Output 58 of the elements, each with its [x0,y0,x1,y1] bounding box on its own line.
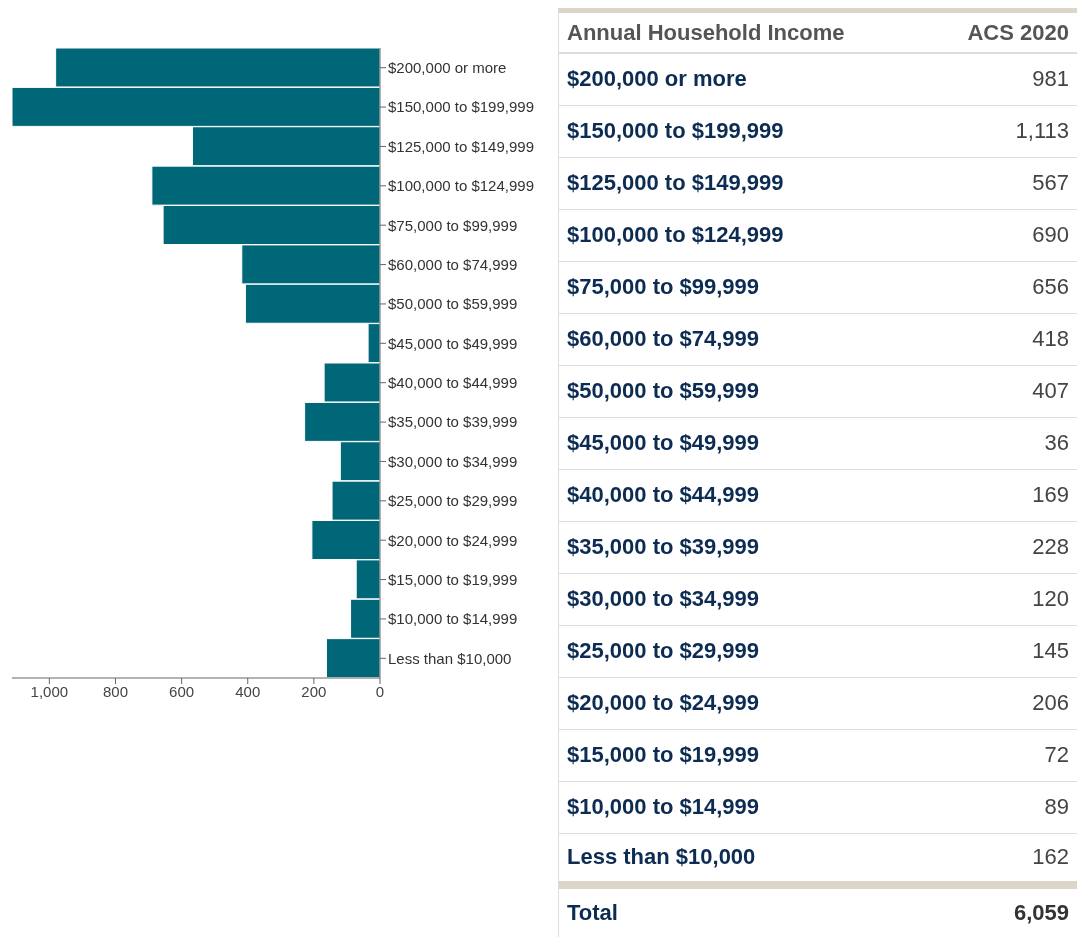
text: 981 [1031,65,1070,94]
text: Annual Household Income [566,18,846,47]
text: 656 [1031,273,1070,301]
text: $30,000 to $34,999 [566,585,761,613]
text: 36 [1043,429,1070,457]
y-tick-label: $150,000 to $199,999 [388,98,534,116]
y-tick-label: $50,000 to $59,999 [388,295,518,313]
text: $150,000 to $199,999 [566,117,785,145]
text: $50,000 to $59,999 [566,377,761,405]
text: 120 [1031,585,1070,613]
text: $45,000 to $49,999 [566,429,761,457]
text: 567 [1031,169,1070,197]
text: 1,113 [1014,117,1070,145]
x-tick-label: 400 [235,682,261,700]
text: 690 [1031,221,1070,249]
text: $35,000 to $39,999 [566,533,761,561]
text: $200,000 or more [566,65,748,94]
y-tick-label: $100,000 to $124,999 [388,177,534,195]
text: $60,000 to $74,999 [566,325,761,353]
text: 206 [1031,689,1070,717]
y-tick-label: $30,000 to $34,999 [388,452,518,470]
x-tick-label: 800 [102,682,129,700]
text: 6,059 [1012,899,1070,927]
text: Total [566,899,619,927]
text: 169 [1031,481,1070,509]
text: $125,000 to $149,999 [566,169,785,197]
text: $100,000 to $124,999 [566,221,785,249]
text: $75,000 to $99,999 [566,273,761,301]
text: 418 [1031,325,1070,353]
y-tick-label: $45,000 to $49,999 [388,334,518,352]
y-tick-label: $125,000 to $149,999 [388,137,534,155]
y-tick-label: $200,000 or more [388,59,507,77]
text: 162 [1031,843,1070,872]
y-tick-label: $15,000 to $19,999 [388,570,518,588]
text: $15,000 to $19,999 [566,741,761,769]
text: 89 [1043,793,1070,821]
text: $10,000 to $14,999 [566,793,761,821]
text: $25,000 to $29,999 [566,637,761,665]
y-tick-label: $60,000 to $74,999 [388,255,518,273]
x-tick-label: 0 [375,682,385,700]
text: 407 [1031,377,1070,405]
y-tick-label: Less than $10,000 [388,649,512,667]
y-tick-label: $40,000 to $44,999 [388,374,518,392]
y-tick-label: $35,000 to $39,999 [388,413,518,431]
y-tick-label: $20,000 to $24,999 [388,531,518,549]
text: 228 [1031,533,1070,561]
text: $40,000 to $44,999 [566,481,761,509]
x-tick-label: 600 [169,682,195,700]
text: 145 [1031,637,1070,665]
y-tick-label: $10,000 to $14,999 [388,610,518,628]
x-tick-label: 200 [301,682,327,700]
text: ACS 2020 [966,18,1070,47]
y-tick-label: $25,000 to $29,999 [388,492,518,510]
text: $20,000 to $24,999 [566,689,761,717]
text: 72 [1043,741,1070,769]
y-tick-label: $75,000 to $99,999 [388,216,518,234]
x-tick-label: 1,000 [30,682,69,700]
text: Less than $10,000 [566,843,757,872]
